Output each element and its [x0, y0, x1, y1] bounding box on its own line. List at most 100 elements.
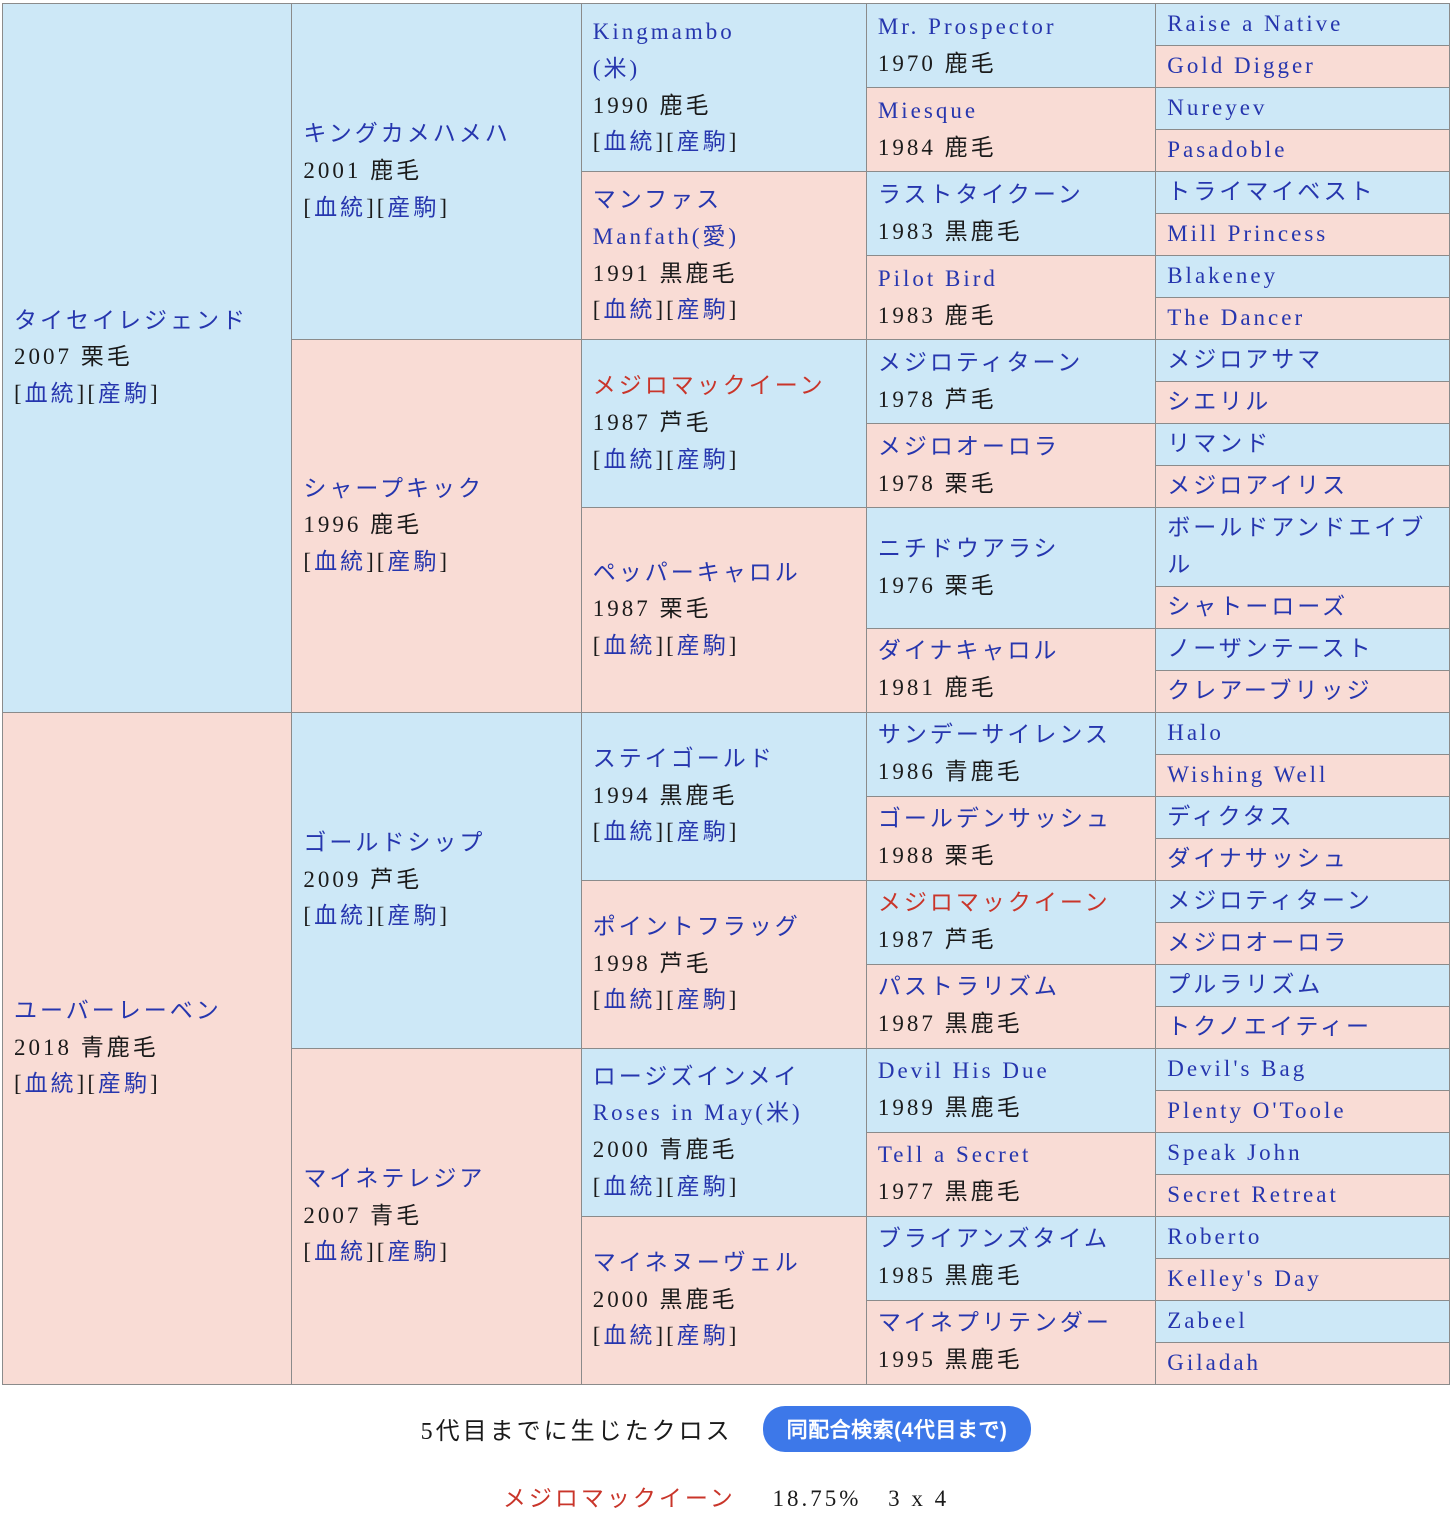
same-mating-search-button[interactable]: 同配合検索(4代目まで): [762, 1405, 1032, 1452]
horse-name-link[interactable]: トクノエイティー: [1167, 1009, 1372, 1046]
horse-name-link[interactable]: ステイゴールド: [593, 741, 775, 778]
offspring-link[interactable]: 産駒: [387, 1239, 440, 1265]
horse-name-link[interactable]: ダイナキャロル: [878, 633, 1060, 670]
horse-name-link[interactable]: Tell a Secret: [878, 1137, 1032, 1174]
offspring-link[interactable]: 産駒: [676, 446, 729, 472]
horse-name-link[interactable]: ポイントフラッグ: [593, 909, 801, 946]
horse-name-link[interactable]: リマンド: [1167, 426, 1271, 463]
horse-name-link[interactable]: Nureyev: [1167, 90, 1267, 127]
horse-name-link[interactable]: シエリル: [1167, 384, 1271, 421]
offspring-link[interactable]: 産駒: [98, 1071, 151, 1097]
horse-name-link[interactable]: Pilot Bird: [878, 261, 998, 298]
offspring-link[interactable]: 産駒: [387, 903, 440, 929]
bloodline-link[interactable]: 血統: [603, 1323, 656, 1349]
horse-name-text: メジロオーロラ: [877, 433, 1060, 459]
bloodline-link[interactable]: 血統: [24, 381, 77, 407]
horse-name-link[interactable]: Mill Princess: [1167, 216, 1328, 253]
horse-name-link[interactable]: Mr. Prospector: [878, 9, 1057, 46]
horse-name-link[interactable]: ラストタイクーン: [878, 177, 1084, 214]
horse-name-link[interactable]: Roberto: [1167, 1219, 1262, 1256]
horse-name-link[interactable]: ノーザンテースト: [1167, 631, 1373, 668]
horse-name-text: ブライアンズタイム: [877, 1226, 1110, 1252]
horse-name-link[interactable]: ロージズインメイ Roses in May(米): [593, 1059, 803, 1133]
offspring-link[interactable]: 産駒: [387, 549, 440, 575]
horse-name-link[interactable]: タイセイレジェンド: [14, 303, 248, 340]
horse-name-link[interactable]: Giladah: [1167, 1345, 1261, 1382]
horse-name-link[interactable]: ゴールデンサッシュ: [878, 801, 1112, 838]
horse-name-link[interactable]: メジロティターン: [878, 345, 1083, 382]
horse-name-link[interactable]: メジロアサマ: [1167, 342, 1323, 379]
horse-name-link[interactable]: Miesque: [878, 93, 978, 130]
bloodline-link[interactable]: 血統: [603, 446, 656, 472]
horse-name-link[interactable]: Kelley's Day: [1167, 1261, 1321, 1298]
horse-name-link[interactable]: メジロティターン: [1167, 883, 1372, 920]
bloodline-link[interactable]: 血統: [603, 987, 656, 1013]
horse-name-link[interactable]: マイネプリテンダー: [878, 1305, 1112, 1342]
offspring-link[interactable]: 産駒: [676, 1323, 729, 1349]
offspring-link[interactable]: 産駒: [676, 1173, 729, 1199]
horse-name-link[interactable]: Devil His Due: [878, 1053, 1050, 1090]
offspring-link[interactable]: 産駒: [676, 633, 729, 659]
horse-name-link[interactable]: ディクタス: [1167, 799, 1294, 836]
offspring-link[interactable]: 産駒: [98, 381, 151, 407]
bracket-open: [: [376, 903, 388, 929]
bloodline-link[interactable]: 血統: [314, 1239, 367, 1265]
horse-name-link[interactable]: クレアーブリッジ: [1167, 673, 1372, 710]
bracket-open: [: [14, 1071, 25, 1097]
bracket-open: [: [376, 194, 388, 220]
bloodline-link[interactable]: 血統: [603, 1173, 656, 1199]
horse-name-link[interactable]: メジロマックイーン: [593, 368, 826, 405]
horse-name-link[interactable]: ボールドアンドエイブル: [1167, 510, 1441, 584]
horse-name-link[interactable]: ブライアンズタイム: [878, 1221, 1110, 1258]
bloodline-link[interactable]: 血統: [603, 129, 656, 155]
horse-name-link[interactable]: Speak John: [1167, 1135, 1302, 1172]
bloodline-link[interactable]: 血統: [603, 633, 656, 659]
offspring-link[interactable]: 産駒: [676, 819, 729, 845]
horse-name-link[interactable]: The Dancer: [1167, 300, 1305, 337]
horse-name-link[interactable]: プルラリズム: [1167, 967, 1323, 1004]
bloodline-link[interactable]: 血統: [603, 819, 656, 845]
cross-generations: 3 x 4: [888, 1485, 950, 1511]
horse-name-link[interactable]: Gold Digger: [1167, 48, 1316, 85]
bloodline-link[interactable]: 血統: [314, 549, 367, 575]
horse-name-link[interactable]: Wishing Well: [1167, 757, 1328, 794]
horse-name-link[interactable]: ニチドウアラシ: [878, 531, 1060, 568]
offspring-link[interactable]: 産駒: [676, 987, 729, 1013]
horse-name-link[interactable]: ペッパーキャロル: [593, 555, 801, 592]
offspring-link[interactable]: 産駒: [387, 194, 440, 220]
horse-name-link[interactable]: Pasadoble: [1167, 132, 1287, 169]
horse-name-link[interactable]: マンファス Manfath(愛): [593, 182, 739, 256]
bloodline-link[interactable]: 血統: [24, 1071, 77, 1097]
pedigree-cell-gen4-14: Tell a Secret 1977 黒鹿毛: [865, 1131, 1157, 1217]
horse-name-link[interactable]: サンデーサイレンス: [878, 717, 1111, 754]
horse-name-link[interactable]: パストラリズム: [878, 969, 1060, 1006]
horse-name-link[interactable]: Raise a Native: [1167, 6, 1343, 43]
horse-name-link[interactable]: キングカメハメハ: [303, 116, 510, 153]
horse-name-link[interactable]: Devil's Bag: [1167, 1051, 1307, 1088]
offspring-link[interactable]: 産駒: [676, 129, 729, 155]
horse-name-link[interactable]: Secret Retreat: [1167, 1177, 1339, 1214]
horse-name-link[interactable]: メジロオーロラ: [878, 429, 1060, 466]
horse-name-link[interactable]: Halo: [1167, 715, 1224, 752]
horse-name-link[interactable]: シャトーローズ: [1167, 589, 1348, 626]
horse-name-link[interactable]: Kingmambo (米): [593, 14, 735, 88]
horse-name-link[interactable]: Zabeel: [1167, 1303, 1248, 1340]
horse-name-link[interactable]: メジロアイリス: [1167, 468, 1348, 505]
bloodline-link[interactable]: 血統: [314, 194, 367, 220]
offspring-link[interactable]: 産駒: [676, 297, 729, 323]
cell-links: [血統][産駒]: [593, 442, 858, 479]
horse-name-link[interactable]: マイネテレジア: [303, 1161, 485, 1198]
horse-name-link[interactable]: マイネヌーヴェル: [593, 1245, 801, 1282]
horse-name-link[interactable]: Blakeney: [1167, 258, 1278, 295]
horse-name-link[interactable]: ダイナサッシュ: [1167, 841, 1349, 878]
horse-name-link[interactable]: ユーバーレーベン: [14, 993, 222, 1030]
horse-name-link[interactable]: メジロマックイーン: [878, 885, 1111, 922]
horse-name-link[interactable]: シャープキック: [303, 471, 484, 508]
horse-name-link[interactable]: Plenty O'Toole: [1167, 1093, 1346, 1130]
horse-name-link[interactable]: トライマイベスト: [1167, 174, 1375, 211]
cross-horse-link[interactable]: メジロマックイーン: [502, 1485, 736, 1511]
bloodline-link[interactable]: 血統: [314, 903, 367, 929]
horse-name-link[interactable]: メジロオーロラ: [1167, 925, 1349, 962]
horse-name-link[interactable]: ゴールドシップ: [303, 825, 485, 862]
bloodline-link[interactable]: 血統: [603, 297, 656, 323]
